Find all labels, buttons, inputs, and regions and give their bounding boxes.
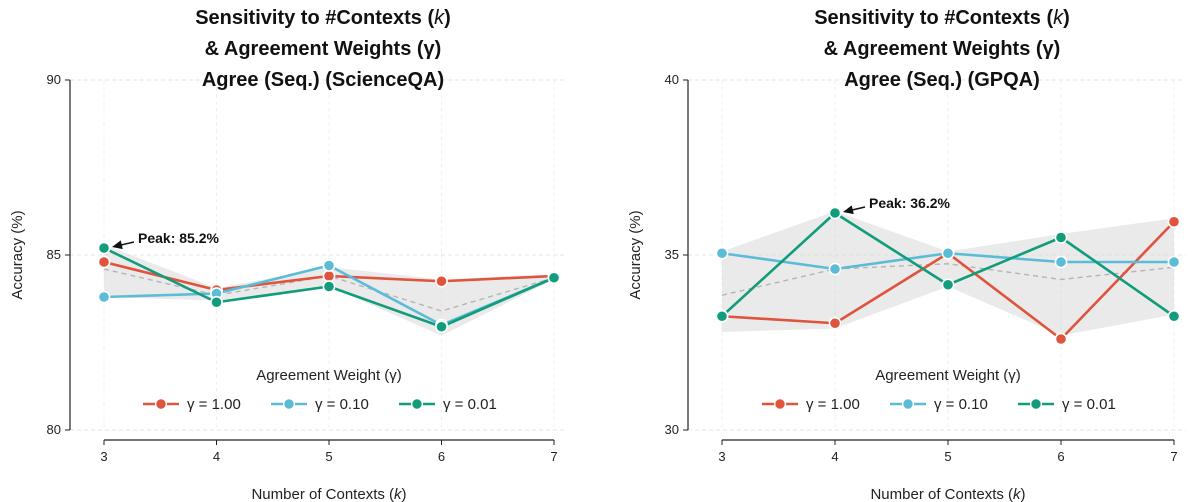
series-point-1 — [828, 316, 842, 330]
x-tick-label: 3 — [718, 449, 725, 464]
chart-title-line-1: Sensitivity to #Contexts (k) — [195, 7, 451, 29]
series-point-2 — [1167, 255, 1181, 269]
y-tick-label: 30 — [665, 422, 679, 437]
chart-panel-1: 80 85 90 3 4 5 6 7 Number of Contexts (k) Accurac… — [9, 7, 566, 502]
series-point-3 — [210, 295, 223, 309]
series-point-3 — [547, 271, 561, 285]
legend-title: Agreement Weight (γ) — [256, 367, 402, 384]
series-point-1 — [97, 255, 111, 269]
x-axis-label: Number of Contexts (k) — [251, 486, 406, 502]
peak-arrow-head — [843, 205, 854, 215]
chart-title-line-2: & Agreement Weights (γ) — [205, 38, 442, 60]
series-point-3 — [435, 320, 448, 334]
series-point-3 — [828, 206, 842, 220]
series-point-2 — [1054, 255, 1068, 269]
legend-swatch-marker — [1029, 397, 1043, 411]
x-axis-label: Number of Contexts (k) — [870, 486, 1025, 502]
series-point-2 — [715, 246, 729, 260]
y-tick-label: 90 — [47, 72, 61, 87]
x-tick-label: 7 — [1170, 449, 1177, 464]
x-tick-label: 5 — [944, 449, 951, 464]
chart-panel-2: 30 35 40 3 4 5 6 7 Number of Contexts (k) Accurac… — [627, 7, 1186, 502]
y-axis-label: Accuracy (%) — [627, 210, 644, 299]
legend-label: γ = 0.10 — [315, 396, 369, 413]
chart-title-line-3: Agree (Seq.) (GPQA) — [844, 69, 1040, 91]
legend-swatch-marker — [773, 397, 787, 411]
chart-title-line-1: Sensitivity to #Contexts (k) — [814, 7, 1070, 29]
series-point-3 — [941, 278, 955, 292]
x-tick-label: 4 — [213, 449, 220, 464]
series-point-3 — [1167, 309, 1181, 323]
chart-title-line-3: Agree (Seq.) (ScienceQA) — [202, 69, 444, 91]
legend-label: γ = 0.01 — [1062, 396, 1116, 413]
peak-annotation: Peak: 85.2% — [138, 230, 219, 246]
series-point-3 — [715, 309, 729, 323]
series-point-1 — [1167, 215, 1181, 229]
series-point-2 — [828, 262, 842, 276]
legend-label: γ = 0.10 — [934, 396, 988, 413]
legend-label: γ = 1.00 — [187, 396, 241, 413]
mean-line — [721, 263, 1175, 296]
legend-swatch-marker — [901, 397, 915, 411]
series-point-3 — [1054, 231, 1068, 244]
series-point-1 — [1054, 332, 1068, 346]
series-point-1 — [322, 269, 336, 283]
y-tick-label: 40 — [665, 72, 679, 87]
x-tick-label: 4 — [831, 449, 838, 464]
legend-label: γ = 1.00 — [806, 396, 860, 413]
x-tick-label: 6 — [438, 449, 445, 464]
legend-title: Agreement Weight (γ) — [875, 367, 1021, 384]
y-axis-label: Accuracy (%) — [9, 210, 26, 299]
legend-swatch-marker — [410, 397, 424, 411]
y-tick-label: 85 — [47, 247, 61, 262]
series-point-2 — [322, 259, 336, 272]
series-point-3 — [322, 280, 336, 293]
y-tick-label: 35 — [665, 247, 679, 262]
series-point-2 — [97, 290, 111, 304]
range-band — [104, 244, 554, 336]
chart-title-line-2: & Agreement Weights (γ) — [824, 38, 1061, 60]
x-tick-label: 7 — [550, 449, 557, 464]
y-tick-label: 80 — [47, 422, 61, 437]
legend-swatch-marker — [282, 397, 296, 411]
series-point-2 — [941, 246, 955, 260]
x-tick-label: 3 — [100, 449, 107, 464]
series-point-1 — [435, 274, 448, 288]
legend-label: γ = 0.01 — [443, 396, 497, 413]
legend-swatch-marker — [154, 397, 168, 411]
peak-arrow-head — [112, 240, 123, 250]
peak-annotation: Peak: 36.2% — [869, 195, 950, 211]
x-tick-label: 5 — [325, 449, 332, 464]
x-tick-label: 6 — [1057, 449, 1064, 464]
series-point-3 — [97, 241, 111, 255]
